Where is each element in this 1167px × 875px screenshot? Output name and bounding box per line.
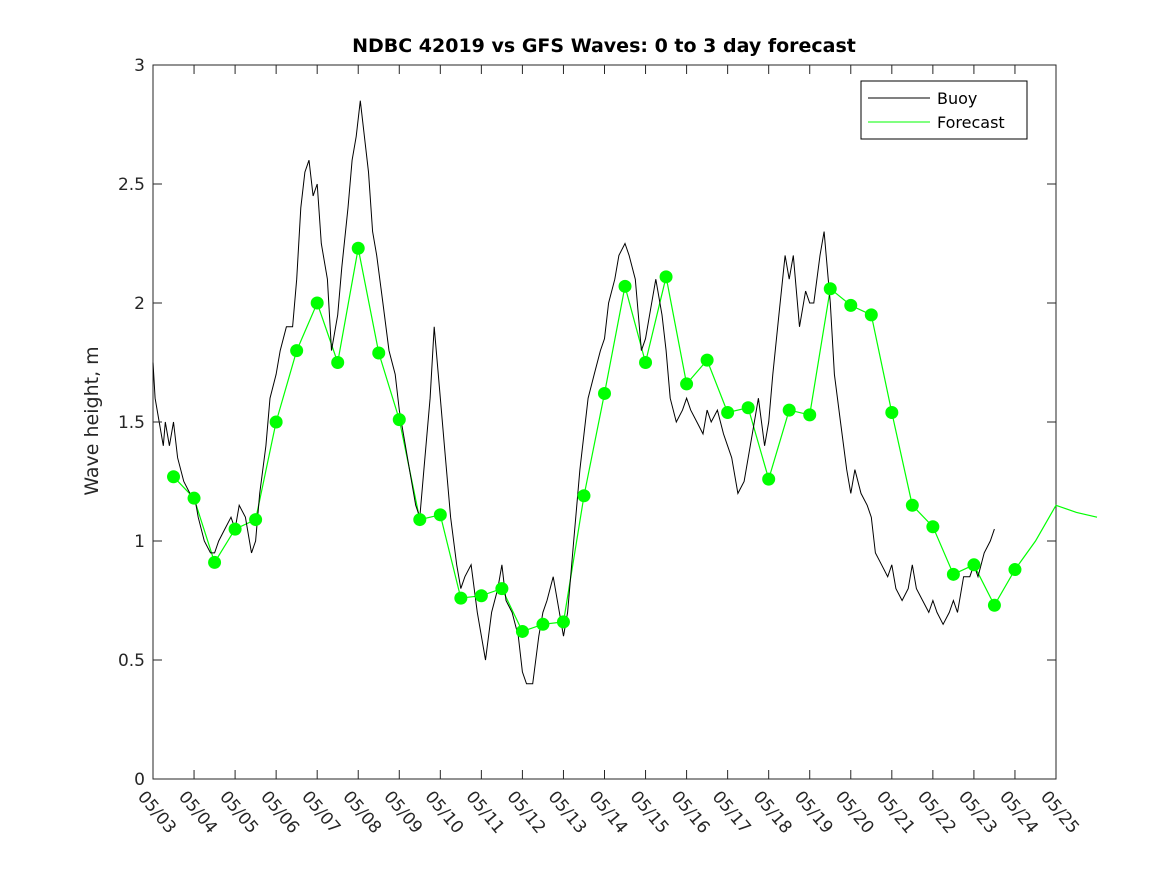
- forecast-marker: [680, 377, 694, 391]
- forecast-marker: [700, 353, 714, 367]
- legend-forecast-label: Forecast: [937, 113, 1005, 132]
- forecast-marker: [577, 489, 591, 503]
- forecast-marker: [454, 591, 468, 605]
- y-tick-label: 3: [134, 56, 145, 76]
- legend-box: [860, 80, 1028, 140]
- plot-area: [152, 64, 1057, 780]
- forecast-marker: [762, 472, 776, 486]
- forecast-marker: [310, 296, 324, 310]
- forecast-marker: [556, 615, 570, 629]
- legend: Buoy Forecast: [860, 80, 1028, 140]
- y-tick-label: 2: [134, 294, 145, 314]
- buoy-series: [152, 100, 995, 685]
- forecast-marker: [269, 415, 283, 429]
- legend-buoy-label: Buoy: [937, 89, 977, 108]
- plot-frame: [152, 64, 1057, 780]
- y-tick-label: 1.5: [118, 413, 145, 433]
- forecast-marker: [721, 405, 735, 419]
- forecast-marker: [987, 598, 1001, 612]
- y-tick-label: 0.5: [118, 651, 145, 671]
- forecast-marker: [495, 582, 509, 596]
- forecast-marker: [187, 491, 201, 505]
- forecast-marker: [864, 308, 878, 322]
- forecast-marker: [413, 513, 427, 527]
- forecast-marker: [208, 555, 222, 569]
- y-tick-label: 1: [134, 532, 145, 552]
- forecast-marker: [351, 241, 365, 255]
- forecast-marker: [228, 522, 242, 536]
- forecast-marker: [803, 408, 817, 422]
- forecast-marker: [290, 344, 304, 358]
- forecast-series: [173, 248, 1098, 633]
- y-tick-label: 0: [134, 770, 145, 790]
- forecast-marker: [392, 413, 406, 427]
- forecast-marker: [474, 589, 488, 603]
- forecast-markers: [167, 241, 1022, 638]
- forecast-marker: [946, 567, 960, 581]
- forecast-marker: [639, 356, 653, 369]
- forecast-marker: [536, 617, 550, 631]
- forecast-marker: [741, 401, 755, 415]
- forecast-marker: [844, 298, 858, 312]
- forecast-marker: [331, 356, 345, 369]
- forecast-marker: [967, 558, 981, 572]
- y-tick-label: 2.5: [118, 175, 145, 195]
- forecast-marker: [1008, 563, 1022, 577]
- forecast-marker: [926, 520, 940, 534]
- forecast-marker: [618, 279, 632, 293]
- forecast-marker: [782, 403, 796, 417]
- forecast-marker: [598, 386, 611, 400]
- y-axis-label: Wave height, m: [81, 346, 103, 495]
- forecast-marker: [372, 346, 386, 360]
- forecast-marker: [167, 470, 181, 484]
- chart-title: NDBC 42019 vs GFS Waves: 0 to 3 day fore…: [352, 35, 856, 57]
- forecast-marker: [249, 513, 263, 527]
- forecast-marker: [885, 405, 899, 419]
- forecast-line: [173, 248, 1098, 633]
- forecast-marker: [905, 498, 919, 512]
- buoy-line: [152, 100, 995, 685]
- forecast-marker: [515, 624, 529, 638]
- forecast-marker: [823, 282, 837, 296]
- forecast-marker: [433, 508, 447, 522]
- y-axis: 0 0.5 1 1.5 2 2.5 3: [118, 56, 1056, 790]
- forecast-marker: [659, 270, 673, 284]
